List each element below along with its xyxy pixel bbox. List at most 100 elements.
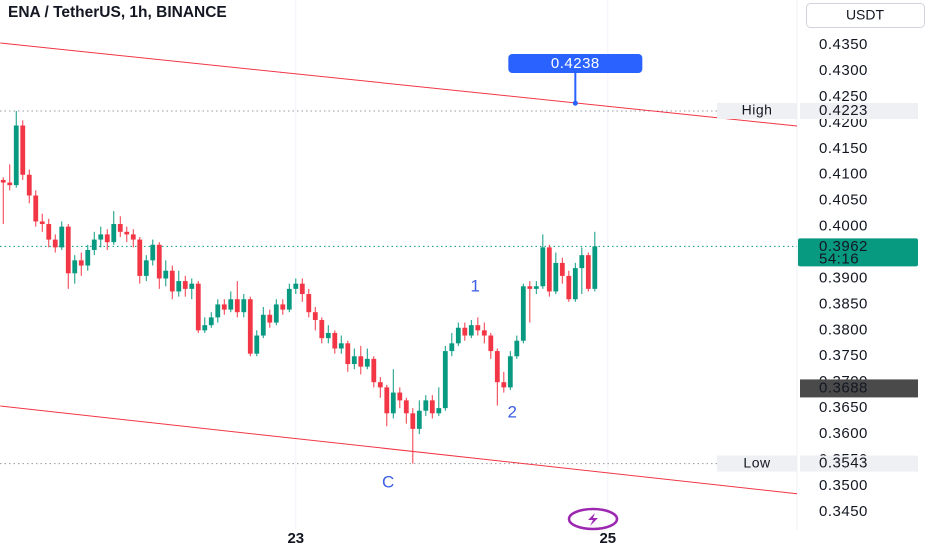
candle-body — [85, 249, 91, 266]
candle-body — [364, 358, 370, 367]
candle-body — [234, 299, 240, 313]
candle-body — [442, 351, 448, 409]
candle-body — [481, 330, 487, 336]
high-level-value: 0.4223 — [819, 102, 868, 119]
candle-body — [312, 312, 318, 320]
marker-price-value: 0.3688 — [819, 379, 868, 396]
y-tick-label: 0.3900 — [819, 269, 868, 286]
candle-body — [13, 125, 19, 186]
candle-body — [33, 195, 39, 222]
candle-body — [507, 356, 513, 388]
y-tick-label: 0.3450 — [819, 503, 868, 520]
candle-body — [585, 255, 591, 289]
currency-label: USDT — [846, 7, 885, 23]
wave-label: 2 — [508, 402, 517, 421]
candle-body — [410, 413, 416, 429]
candle-body — [182, 281, 188, 289]
candle-body — [137, 239, 143, 276]
candle-body — [293, 283, 299, 289]
candle-body — [527, 286, 533, 289]
candle-body — [169, 270, 175, 292]
candle-body — [98, 234, 104, 240]
candle-body — [195, 283, 201, 331]
candle-body — [403, 400, 409, 414]
candle-body — [228, 299, 234, 310]
candle-body — [468, 325, 474, 336]
candle-body — [377, 382, 383, 388]
candle-body — [104, 234, 110, 243]
candle-body — [273, 304, 279, 323]
candle-body — [520, 286, 526, 341]
candle-body — [156, 244, 162, 279]
candle-body — [436, 408, 442, 414]
candle-body — [462, 327, 468, 336]
candle-body — [306, 294, 312, 313]
candle-body — [494, 351, 500, 383]
low-level-value-box — [800, 455, 918, 472]
candle-body — [533, 286, 539, 289]
candle-body — [371, 358, 377, 383]
y-tick-label: 0.3600 — [819, 425, 868, 442]
candle-body — [78, 260, 84, 266]
candle-body — [325, 332, 331, 339]
low-level-name: Low — [743, 454, 771, 470]
candle-body — [26, 174, 32, 196]
currency-button[interactable] — [806, 3, 925, 28]
candle-body — [566, 275, 572, 300]
candle-body — [455, 327, 461, 344]
y-tick-label: 0.3500 — [819, 477, 868, 494]
candle-body — [124, 231, 130, 235]
wave-label: C — [382, 472, 394, 491]
candle-body — [390, 392, 396, 414]
candle-body — [117, 224, 123, 232]
high-level-name: High — [742, 102, 773, 118]
candle-body — [488, 335, 494, 352]
candle-body — [449, 343, 455, 352]
candle-body — [572, 268, 578, 300]
candle-body — [338, 343, 344, 349]
y-tick-label: 0.4250 — [819, 88, 868, 105]
candle-body — [130, 234, 136, 240]
y-tick-label: 0.3750 — [819, 347, 868, 364]
candle-body — [475, 325, 481, 331]
candle-body — [39, 221, 45, 225]
candle-body — [202, 325, 208, 331]
candle-body — [111, 224, 117, 243]
candle-body — [20, 125, 26, 175]
candle-body — [579, 255, 585, 269]
candle-body — [241, 299, 247, 313]
candle-body — [553, 262, 559, 292]
candle-body — [46, 224, 52, 240]
y-tick-label: 0.4050 — [819, 192, 868, 209]
high-level-name-box — [717, 102, 797, 119]
x-tick-label: 23 — [287, 530, 304, 547]
candle-body — [540, 247, 546, 287]
y-tick-label: 0.3850 — [819, 295, 868, 312]
callout-anchor — [572, 100, 578, 106]
candle-body — [208, 317, 214, 326]
candle-body — [416, 410, 422, 429]
candle-body — [384, 387, 390, 414]
candle-body — [163, 270, 169, 279]
candle-body — [176, 281, 182, 292]
candle-body — [280, 304, 286, 310]
marker-price-box — [800, 379, 918, 398]
candle-body — [546, 247, 552, 292]
candle-body — [592, 246, 598, 289]
x-tick-label: 25 — [599, 530, 616, 547]
trendline — [0, 405, 798, 495]
chart-title: ENA / TetherUS, 1h, BINANCE — [8, 4, 227, 21]
candle-body — [189, 283, 195, 289]
candle-body — [143, 260, 149, 276]
y-tick-label: 0.4350 — [819, 36, 868, 53]
flash-bolt — [588, 513, 598, 526]
candle-body — [0, 179, 6, 183]
candle-body — [72, 260, 78, 274]
candle-body — [514, 340, 520, 357]
flash-icon[interactable] — [567, 507, 619, 531]
callout-box — [508, 54, 643, 73]
candle-body — [91, 239, 97, 250]
y-tick-label: 0.4300 — [819, 62, 868, 79]
candle-body — [397, 392, 403, 401]
